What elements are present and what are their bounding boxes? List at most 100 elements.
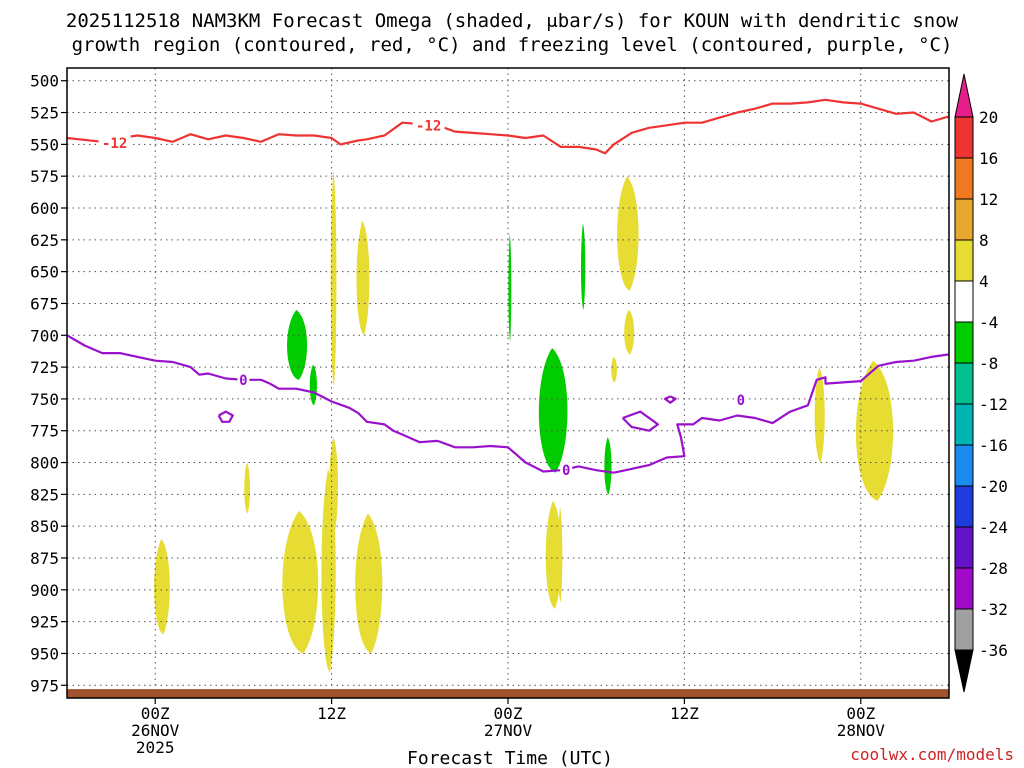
colorbar-label: -20 bbox=[979, 477, 1008, 496]
omega-positive-region bbox=[814, 367, 825, 463]
grid-lines bbox=[67, 68, 949, 698]
colorbar-swatch bbox=[954, 526, 974, 569]
x-axis-label: Forecast Time (UTC) bbox=[407, 748, 613, 768]
colorbar-swatch bbox=[954, 280, 974, 323]
y-tick-label: 800 bbox=[30, 454, 59, 473]
contour-label-bg bbox=[734, 392, 747, 408]
omega-negative-region bbox=[508, 233, 512, 342]
x-tick-label: 00Z bbox=[846, 704, 875, 723]
freezing-contour-label: 0 bbox=[239, 373, 247, 389]
y-tick-label: 925 bbox=[30, 613, 59, 632]
colorbar-swatch bbox=[954, 444, 974, 487]
x-tick-label: 00Z bbox=[494, 704, 523, 723]
contour-label-bg bbox=[237, 371, 250, 387]
omega-negative-region bbox=[604, 437, 612, 495]
colorbar-legend: 20 16 12 8 4 -4 -8 -12 -16 -20 -24 -28 -32 -36 bbox=[954, 73, 1008, 693]
omega-positive-region bbox=[624, 309, 635, 355]
contour-label-bg bbox=[412, 116, 445, 133]
colorbar-swatch bbox=[954, 608, 974, 651]
omega-positive-region bbox=[617, 176, 639, 291]
omega-positive-region bbox=[855, 360, 894, 501]
colorbar-label: 16 bbox=[979, 149, 998, 168]
contour-label-bg bbox=[560, 462, 573, 478]
y-tick-label: 500 bbox=[30, 72, 59, 91]
omega-positive-region bbox=[356, 220, 370, 336]
y-tick-label: 575 bbox=[30, 167, 59, 186]
omega-positive-region bbox=[282, 510, 319, 654]
colorbar-label: -16 bbox=[979, 436, 1008, 455]
y-tick-label: 900 bbox=[30, 581, 59, 600]
colorbar-label: -28 bbox=[979, 559, 1008, 578]
freezing-contour-label: 0 bbox=[562, 463, 570, 479]
freezing-level-loop bbox=[217, 410, 234, 423]
colorbar-swatch bbox=[954, 157, 974, 200]
contour-label-bg bbox=[98, 134, 131, 151]
x-tick-label: 28NOV bbox=[837, 721, 886, 740]
freezing-level-loop bbox=[621, 410, 659, 432]
y-tick-label: 725 bbox=[30, 358, 59, 377]
dgz-contour-label: -12 bbox=[416, 118, 441, 134]
freezing-level-loop bbox=[663, 395, 677, 404]
omega-negative-region bbox=[287, 309, 308, 380]
y-tick-label: 675 bbox=[30, 294, 59, 313]
omega-positive-region bbox=[611, 356, 617, 383]
colorbar-label: 4 bbox=[979, 272, 989, 291]
y-tick-label: 650 bbox=[30, 263, 59, 282]
y-tick-label: 550 bbox=[30, 135, 59, 154]
x-tick-label: 00Z bbox=[141, 704, 170, 723]
y-axis: 500 525 550 575 600 625 650 675 700 725 750 775 800 8… bbox=[30, 72, 67, 695]
omega-positive-region bbox=[545, 500, 562, 609]
colorbar-swatch bbox=[954, 321, 974, 364]
freezing-contour-label: 0 bbox=[737, 393, 745, 409]
colorbar-label: 12 bbox=[979, 190, 998, 209]
omega-negative-region bbox=[538, 348, 568, 473]
omega-negative-region bbox=[580, 223, 586, 310]
x-tick-label: 2025 bbox=[136, 738, 175, 757]
credit-label: coolwx.com/models bbox=[850, 745, 1014, 764]
x-tick-label: 12Z bbox=[670, 704, 699, 723]
chart-title-line1: 2025112518 NAM3KM Forecast Omega (shaded… bbox=[66, 10, 959, 32]
colorbar-label: -24 bbox=[979, 518, 1008, 537]
colorbar-label: -36 bbox=[979, 641, 1008, 660]
y-tick-label: 600 bbox=[30, 199, 59, 218]
colorbar-swatch bbox=[954, 362, 974, 405]
y-tick-label: 825 bbox=[30, 485, 59, 504]
omega-positive-region bbox=[558, 507, 563, 603]
y-tick-label: 700 bbox=[30, 326, 59, 345]
y-tick-label: 875 bbox=[30, 549, 59, 568]
omega-positive-region bbox=[154, 538, 170, 635]
y-tick-label: 950 bbox=[30, 644, 59, 663]
colorbar-label: -32 bbox=[979, 600, 1008, 619]
x-tick-label: 26NOV bbox=[131, 721, 180, 740]
x-tick-label: 12Z bbox=[317, 704, 346, 723]
colorbar-label: -12 bbox=[979, 395, 1008, 414]
y-tick-label: 750 bbox=[30, 390, 59, 409]
colorbar-swatch bbox=[954, 567, 974, 610]
omega-positive-region bbox=[355, 513, 383, 654]
colorbar-swatch bbox=[954, 239, 974, 282]
colorbar-swatch bbox=[954, 403, 974, 446]
omega-negative-region bbox=[309, 364, 317, 406]
y-tick-label: 525 bbox=[30, 104, 59, 123]
x-tick-label: 27NOV bbox=[484, 721, 533, 740]
y-tick-label: 625 bbox=[30, 231, 59, 250]
dgz-contour-label: -12 bbox=[102, 136, 127, 152]
y-tick-label: 775 bbox=[30, 422, 59, 441]
y-tick-label: 975 bbox=[30, 676, 59, 695]
colorbar-label: -8 bbox=[979, 354, 998, 373]
colorbar-label: -4 bbox=[979, 313, 998, 332]
colorbar-swatch bbox=[954, 485, 974, 528]
colorbar-label: 8 bbox=[979, 231, 989, 250]
dgz-minus12-contour bbox=[66, 98, 950, 155]
colorbar-swatch bbox=[954, 116, 974, 159]
omega-positive-region bbox=[330, 169, 337, 387]
colorbar-top-triangle bbox=[954, 73, 974, 118]
colorbar-swatch bbox=[954, 198, 974, 241]
plot-area: -12 -12 0 0 0 bbox=[66, 67, 950, 699]
ground-terrain bbox=[67, 689, 949, 698]
contour-lines: -12 -12 0 0 0 bbox=[66, 98, 950, 479]
colorbar-bottom-triangle bbox=[954, 649, 974, 693]
colorbar-label: 20 bbox=[979, 108, 998, 127]
